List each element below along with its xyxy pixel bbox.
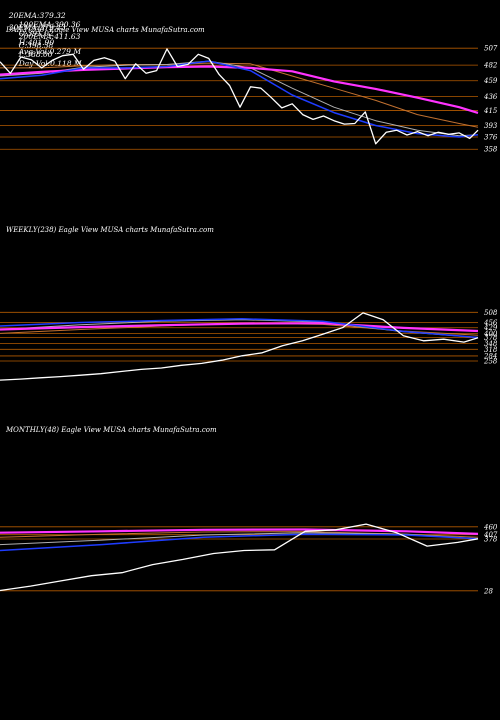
header-row-2: 30EMA:379.43 200EMA:411.63 C:398.38 L:38…: [4, 14, 82, 68]
daily-chart: 507 482 459 436 415 393 376 358: [0, 45, 498, 154]
monthly-chart-title: MONTHLY(48) Eagle View MUSA charts Munaf…: [6, 426, 217, 434]
monthly-y-tick-label: 378: [484, 535, 498, 543]
weekly-y-tick-label: 284: [483, 352, 497, 360]
weekly-chart-title: WEEKLY(238) Eagle View MUSA charts Munaf…: [6, 226, 214, 234]
monthly-ema200-line: [0, 528, 479, 535]
ema30-value: 379.43: [39, 23, 66, 32]
daily-y-tick-label: 393: [484, 122, 498, 130]
low-label: L:: [18, 50, 27, 59]
monthly-y-tick-label: 460: [483, 523, 498, 531]
open-label: O:: [18, 29, 28, 38]
daily-y-tick-label: 358: [484, 146, 498, 154]
weekly-y-tick-label: 378: [484, 334, 498, 342]
weekly-y-tick-label: 429: [483, 324, 498, 332]
monthly-y-tick-label: 407: [483, 531, 498, 539]
ema30-label: 30EMA:: [8, 23, 40, 32]
ema20-label: 20EMA:: [8, 11, 40, 20]
low-value: 388.00: [26, 50, 53, 59]
ema200-value: 411.63: [54, 32, 81, 41]
monthly-price-line: [0, 523, 479, 592]
weekly-y-tick-label: 456: [483, 319, 498, 327]
monthly-ema20-line: [0, 533, 479, 552]
daily-y-tick-label: 507: [484, 45, 498, 53]
avg-vol-label: Avg Vol:: [18, 47, 50, 56]
daily-y-tick-label: 376: [484, 134, 498, 142]
ema20-value: 379.32: [39, 11, 66, 20]
high-value: 401.90: [27, 38, 55, 47]
daily-ema200-line: [0, 65, 479, 114]
weekly-y-tick-label: 348: [484, 340, 498, 348]
ema100-value: 390.36: [54, 20, 81, 29]
avg-vol-value: 0.279 M: [49, 47, 82, 56]
daily-y-tick-label: 482: [483, 62, 498, 70]
weekly-y-tick-label: 400: [483, 330, 498, 338]
weekly-price-line: [0, 312, 479, 381]
weekly-y-tick-label: 508: [484, 309, 498, 317]
open-value: 391.02: [27, 29, 54, 38]
daily-chart-title: DAILY(230) Eagle View MUSA charts Munafa…: [6, 26, 205, 34]
day-vol-label: Day Vol:: [18, 59, 51, 68]
header-row-1: 20EMA:379.32 100EMA:390.36 O:391.02 H:40…: [4, 2, 81, 56]
daily-y-tick-label: 459: [483, 77, 498, 85]
daily-ema100-line: [0, 62, 479, 128]
daily-price-line: [0, 48, 479, 145]
ema200-label: 200EMA:: [18, 32, 55, 41]
daily-y-tick-label: 415: [483, 107, 498, 115]
weekly-y-tick-label: 258: [483, 358, 498, 366]
high-label: H:: [18, 38, 28, 47]
ema100-label: 100EMA:: [18, 20, 55, 29]
monthly-y-tick-label: 28: [483, 587, 493, 595]
weekly-y-tick-label: 318: [484, 346, 498, 354]
daily-ema20-line: [0, 60, 479, 138]
close-value: 398.38: [27, 41, 54, 50]
daily-ema30-line: [0, 60, 479, 137]
daily-y-tick-label: 436: [483, 93, 498, 101]
weekly-ema200-line: [0, 322, 479, 333]
close-label: C:: [18, 41, 28, 50]
weekly-ema20-line: [0, 318, 479, 339]
day-vol-value: 0.118 M: [50, 59, 82, 68]
